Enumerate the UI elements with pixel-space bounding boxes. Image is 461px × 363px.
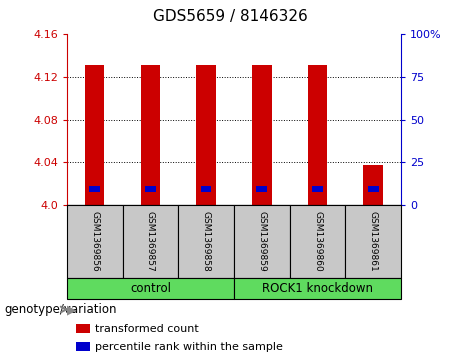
Bar (312, 187, 323, 192)
Bar (234, 205, 290, 278)
Bar (290, 205, 345, 278)
Text: genotype/variation: genotype/variation (5, 303, 117, 316)
Bar (76, 342, 90, 351)
Text: GSM1369857: GSM1369857 (146, 211, 155, 272)
Bar (141, 65, 160, 205)
Text: transformed count: transformed count (95, 324, 198, 334)
Text: GSM1369859: GSM1369859 (257, 211, 266, 272)
Bar (308, 65, 327, 205)
Bar (76, 324, 90, 333)
Text: GDS5659 / 8146326: GDS5659 / 8146326 (153, 9, 308, 24)
Text: GSM1369861: GSM1369861 (369, 211, 378, 272)
Text: GSM1369860: GSM1369860 (313, 211, 322, 272)
Text: GSM1369858: GSM1369858 (201, 211, 211, 272)
Bar (67, 205, 123, 278)
Text: percentile rank within the sample: percentile rank within the sample (95, 342, 283, 352)
Bar (368, 187, 378, 192)
Bar (256, 187, 267, 192)
Bar (201, 187, 212, 192)
Text: ROCK1 knockdown: ROCK1 knockdown (262, 282, 373, 295)
Bar (196, 65, 216, 205)
Text: ▶: ▶ (67, 303, 77, 316)
Text: GSM1369856: GSM1369856 (90, 211, 99, 272)
Bar (89, 187, 100, 192)
Bar (145, 187, 156, 192)
Bar (85, 65, 105, 205)
Bar (234, 278, 401, 299)
Bar (363, 164, 383, 205)
Bar (67, 278, 234, 299)
Bar (178, 205, 234, 278)
Text: control: control (130, 282, 171, 295)
Bar (252, 65, 272, 205)
Bar (345, 205, 401, 278)
Bar (123, 205, 178, 278)
